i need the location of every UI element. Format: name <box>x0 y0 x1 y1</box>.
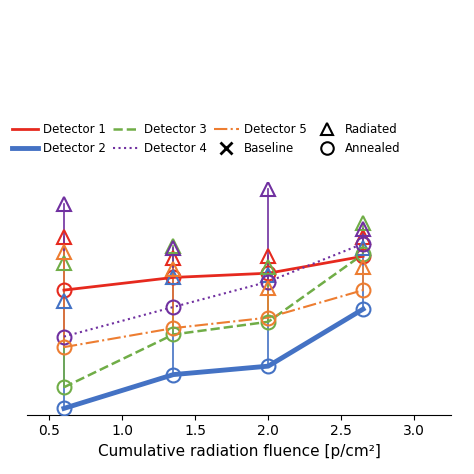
Legend: Detector 1, Detector 2, Detector 3, Detector 4, Detector 5, Baseline, Radiated, : Detector 1, Detector 2, Detector 3, Dete… <box>12 123 401 155</box>
X-axis label: Cumulative radiation fluence [p/cm²]: Cumulative radiation fluence [p/cm²] <box>98 444 381 459</box>
